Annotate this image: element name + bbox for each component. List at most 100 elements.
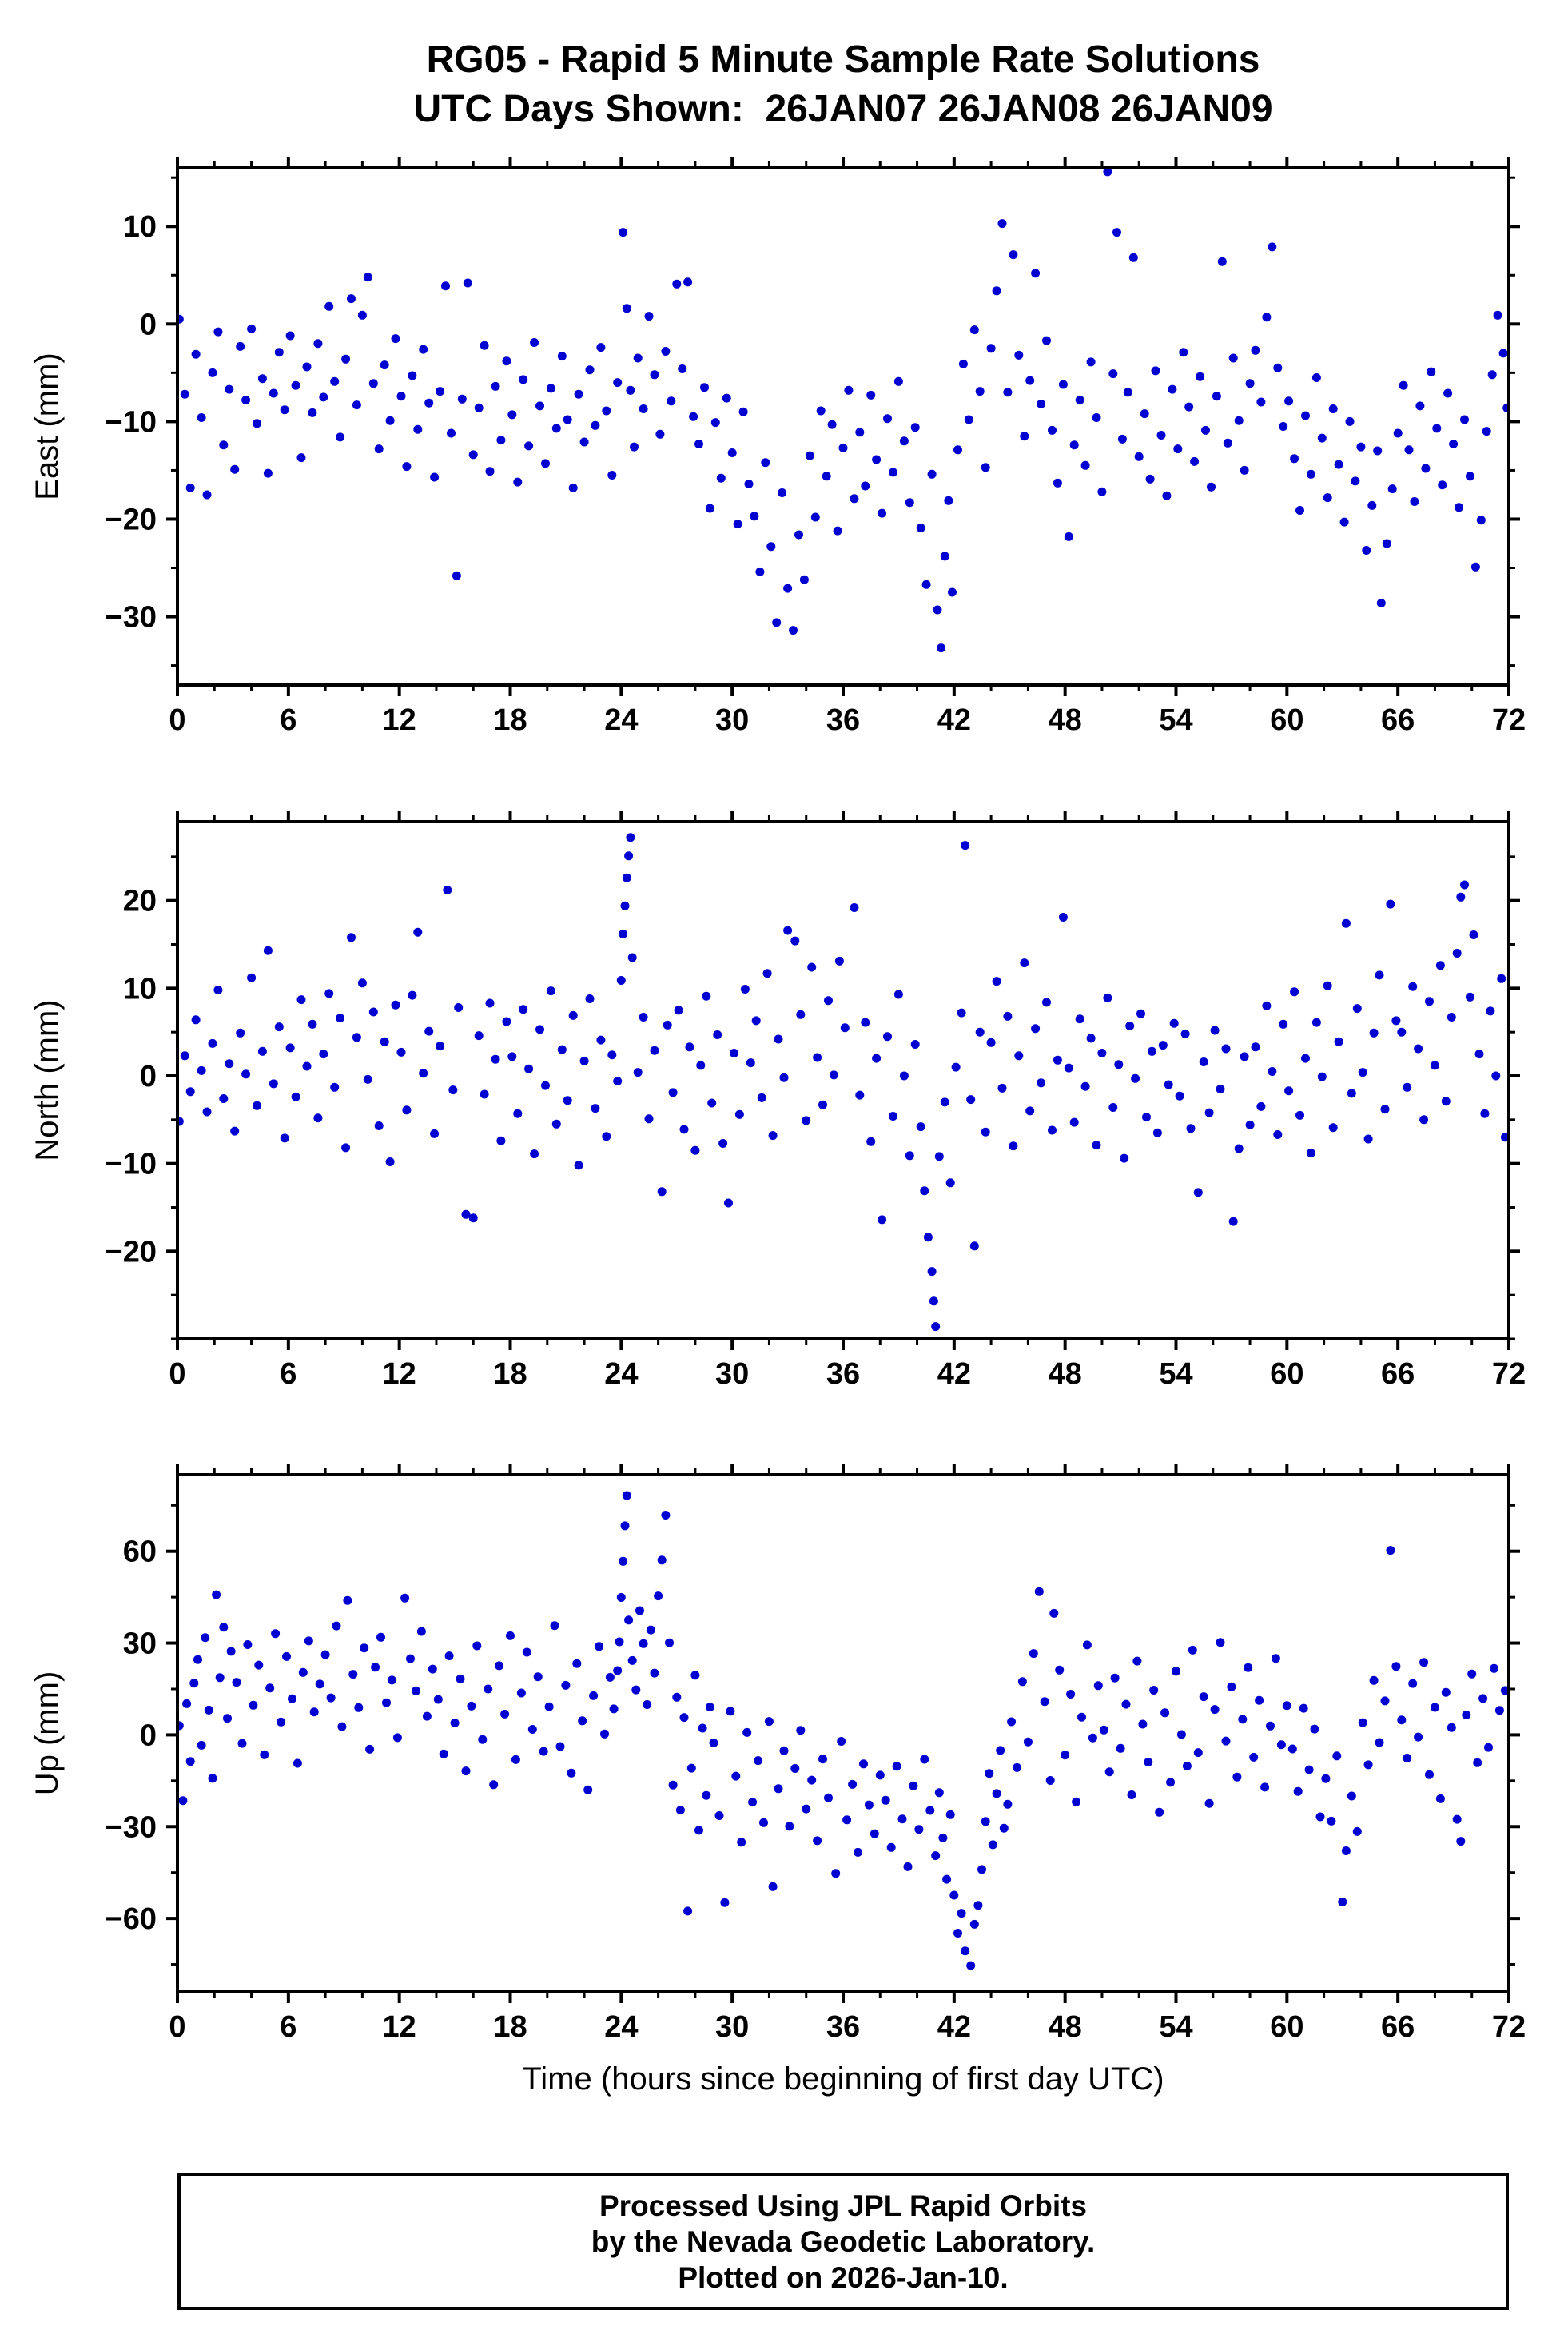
data-point bbox=[921, 580, 931, 589]
data-point bbox=[1108, 1103, 1118, 1112]
data-point bbox=[1397, 1715, 1407, 1725]
data-point bbox=[981, 1817, 990, 1826]
data-point bbox=[886, 1842, 896, 1852]
data-point bbox=[1125, 1022, 1135, 1030]
data-point bbox=[934, 1152, 944, 1161]
data-point bbox=[230, 1126, 240, 1136]
data-point bbox=[574, 389, 583, 399]
data-point bbox=[341, 1143, 351, 1153]
data-point bbox=[992, 1789, 1001, 1798]
data-point bbox=[380, 1037, 389, 1046]
data-point bbox=[696, 1061, 706, 1070]
data-point bbox=[450, 1719, 460, 1727]
data-point bbox=[1419, 1658, 1429, 1667]
data-point bbox=[631, 1685, 641, 1695]
data-point bbox=[491, 381, 500, 391]
data-point bbox=[794, 530, 803, 540]
data-point bbox=[320, 1650, 330, 1659]
data-point bbox=[347, 294, 356, 304]
data-point bbox=[1321, 1774, 1331, 1783]
x-tick-label: 6 bbox=[280, 2010, 296, 2044]
x-tick-label: 30 bbox=[715, 1357, 749, 1391]
north-points bbox=[177, 833, 1509, 1332]
data-point bbox=[1158, 1041, 1168, 1050]
x-tick-label: 12 bbox=[383, 703, 416, 737]
data-point bbox=[185, 1087, 195, 1097]
data-point bbox=[478, 1735, 488, 1744]
data-point bbox=[223, 1714, 232, 1723]
data-point bbox=[319, 1050, 328, 1059]
data-point bbox=[288, 1694, 296, 1703]
data-point bbox=[1172, 1667, 1180, 1676]
data-point bbox=[783, 926, 793, 935]
data-point bbox=[903, 1862, 913, 1871]
data-point bbox=[1147, 1046, 1156, 1056]
data-point bbox=[1482, 427, 1491, 436]
data-point bbox=[796, 1010, 806, 1019]
data-point bbox=[848, 1779, 858, 1789]
data-point bbox=[467, 1701, 476, 1711]
data-point bbox=[624, 851, 634, 861]
data-point bbox=[734, 1109, 744, 1119]
data-point bbox=[578, 1716, 587, 1726]
data-point bbox=[859, 1759, 868, 1769]
data-point bbox=[591, 420, 600, 430]
data-point bbox=[282, 1651, 291, 1661]
data-point bbox=[1116, 1743, 1125, 1753]
data-point bbox=[705, 504, 714, 513]
data-point bbox=[737, 1838, 746, 1847]
data-point bbox=[480, 1089, 489, 1099]
data-point bbox=[541, 459, 550, 468]
data-point bbox=[866, 390, 876, 400]
data-point bbox=[889, 1112, 897, 1121]
data-point bbox=[535, 1025, 544, 1034]
data-point bbox=[236, 341, 245, 351]
data-point bbox=[387, 1675, 396, 1685]
data-point bbox=[940, 1097, 949, 1107]
data-point bbox=[546, 986, 555, 996]
data-point bbox=[519, 375, 528, 384]
data-point bbox=[1080, 1081, 1090, 1091]
data-point bbox=[1295, 506, 1304, 515]
data-point bbox=[567, 1768, 576, 1778]
data-point bbox=[899, 436, 909, 446]
data-point bbox=[957, 1008, 966, 1018]
data-point bbox=[253, 419, 261, 428]
data-point bbox=[193, 1655, 202, 1664]
data-point bbox=[766, 542, 776, 552]
data-point bbox=[563, 415, 572, 424]
data-point bbox=[779, 1746, 789, 1755]
data-point bbox=[969, 1919, 979, 1929]
data-point bbox=[443, 886, 452, 894]
data-point bbox=[1452, 1814, 1462, 1824]
data-point bbox=[933, 605, 942, 615]
data-point bbox=[280, 405, 289, 415]
data-point bbox=[1082, 1640, 1092, 1650]
data-point bbox=[757, 1093, 766, 1102]
figure-titles: RG05 - Rapid 5 Minute Sample Rate Soluti… bbox=[177, 35, 1509, 134]
data-point bbox=[1097, 487, 1107, 496]
data-point bbox=[1449, 440, 1459, 448]
data-point bbox=[945, 1178, 955, 1188]
data-point bbox=[396, 392, 406, 401]
data-point bbox=[889, 468, 897, 477]
data-point bbox=[883, 1032, 892, 1042]
data-point bbox=[778, 488, 787, 497]
data-point bbox=[1435, 1794, 1445, 1803]
x-tick-label: 66 bbox=[1381, 2010, 1415, 2044]
data-point bbox=[1048, 425, 1057, 435]
data-point bbox=[942, 1874, 952, 1884]
data-point bbox=[309, 1707, 319, 1717]
data-point bbox=[1256, 1101, 1266, 1111]
data-point bbox=[441, 281, 450, 291]
data-point bbox=[391, 1000, 400, 1010]
data-point bbox=[1210, 1705, 1220, 1715]
data-point bbox=[827, 420, 837, 429]
data-point bbox=[1469, 930, 1478, 939]
data-point bbox=[1380, 1105, 1390, 1114]
data-point bbox=[313, 339, 323, 349]
data-point bbox=[226, 1647, 236, 1656]
data-point bbox=[474, 1031, 484, 1041]
data-point bbox=[731, 1771, 741, 1781]
data-point bbox=[474, 403, 484, 412]
